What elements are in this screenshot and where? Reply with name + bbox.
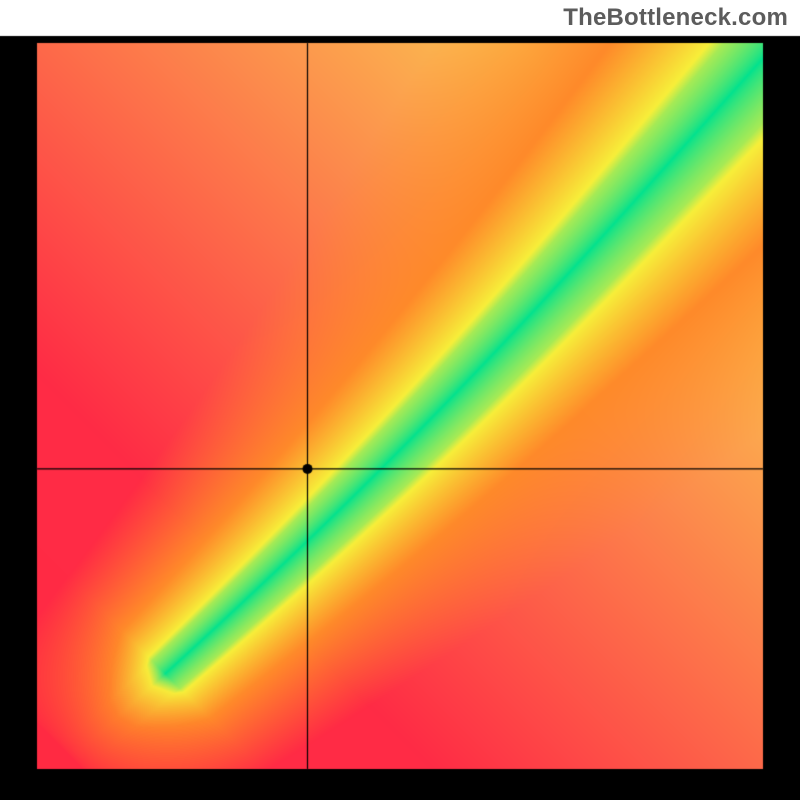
crosshair-overlay (0, 0, 800, 800)
watermark-text: TheBottleneck.com (563, 4, 788, 32)
chart-stage: TheBottleneck.com (0, 0, 800, 800)
